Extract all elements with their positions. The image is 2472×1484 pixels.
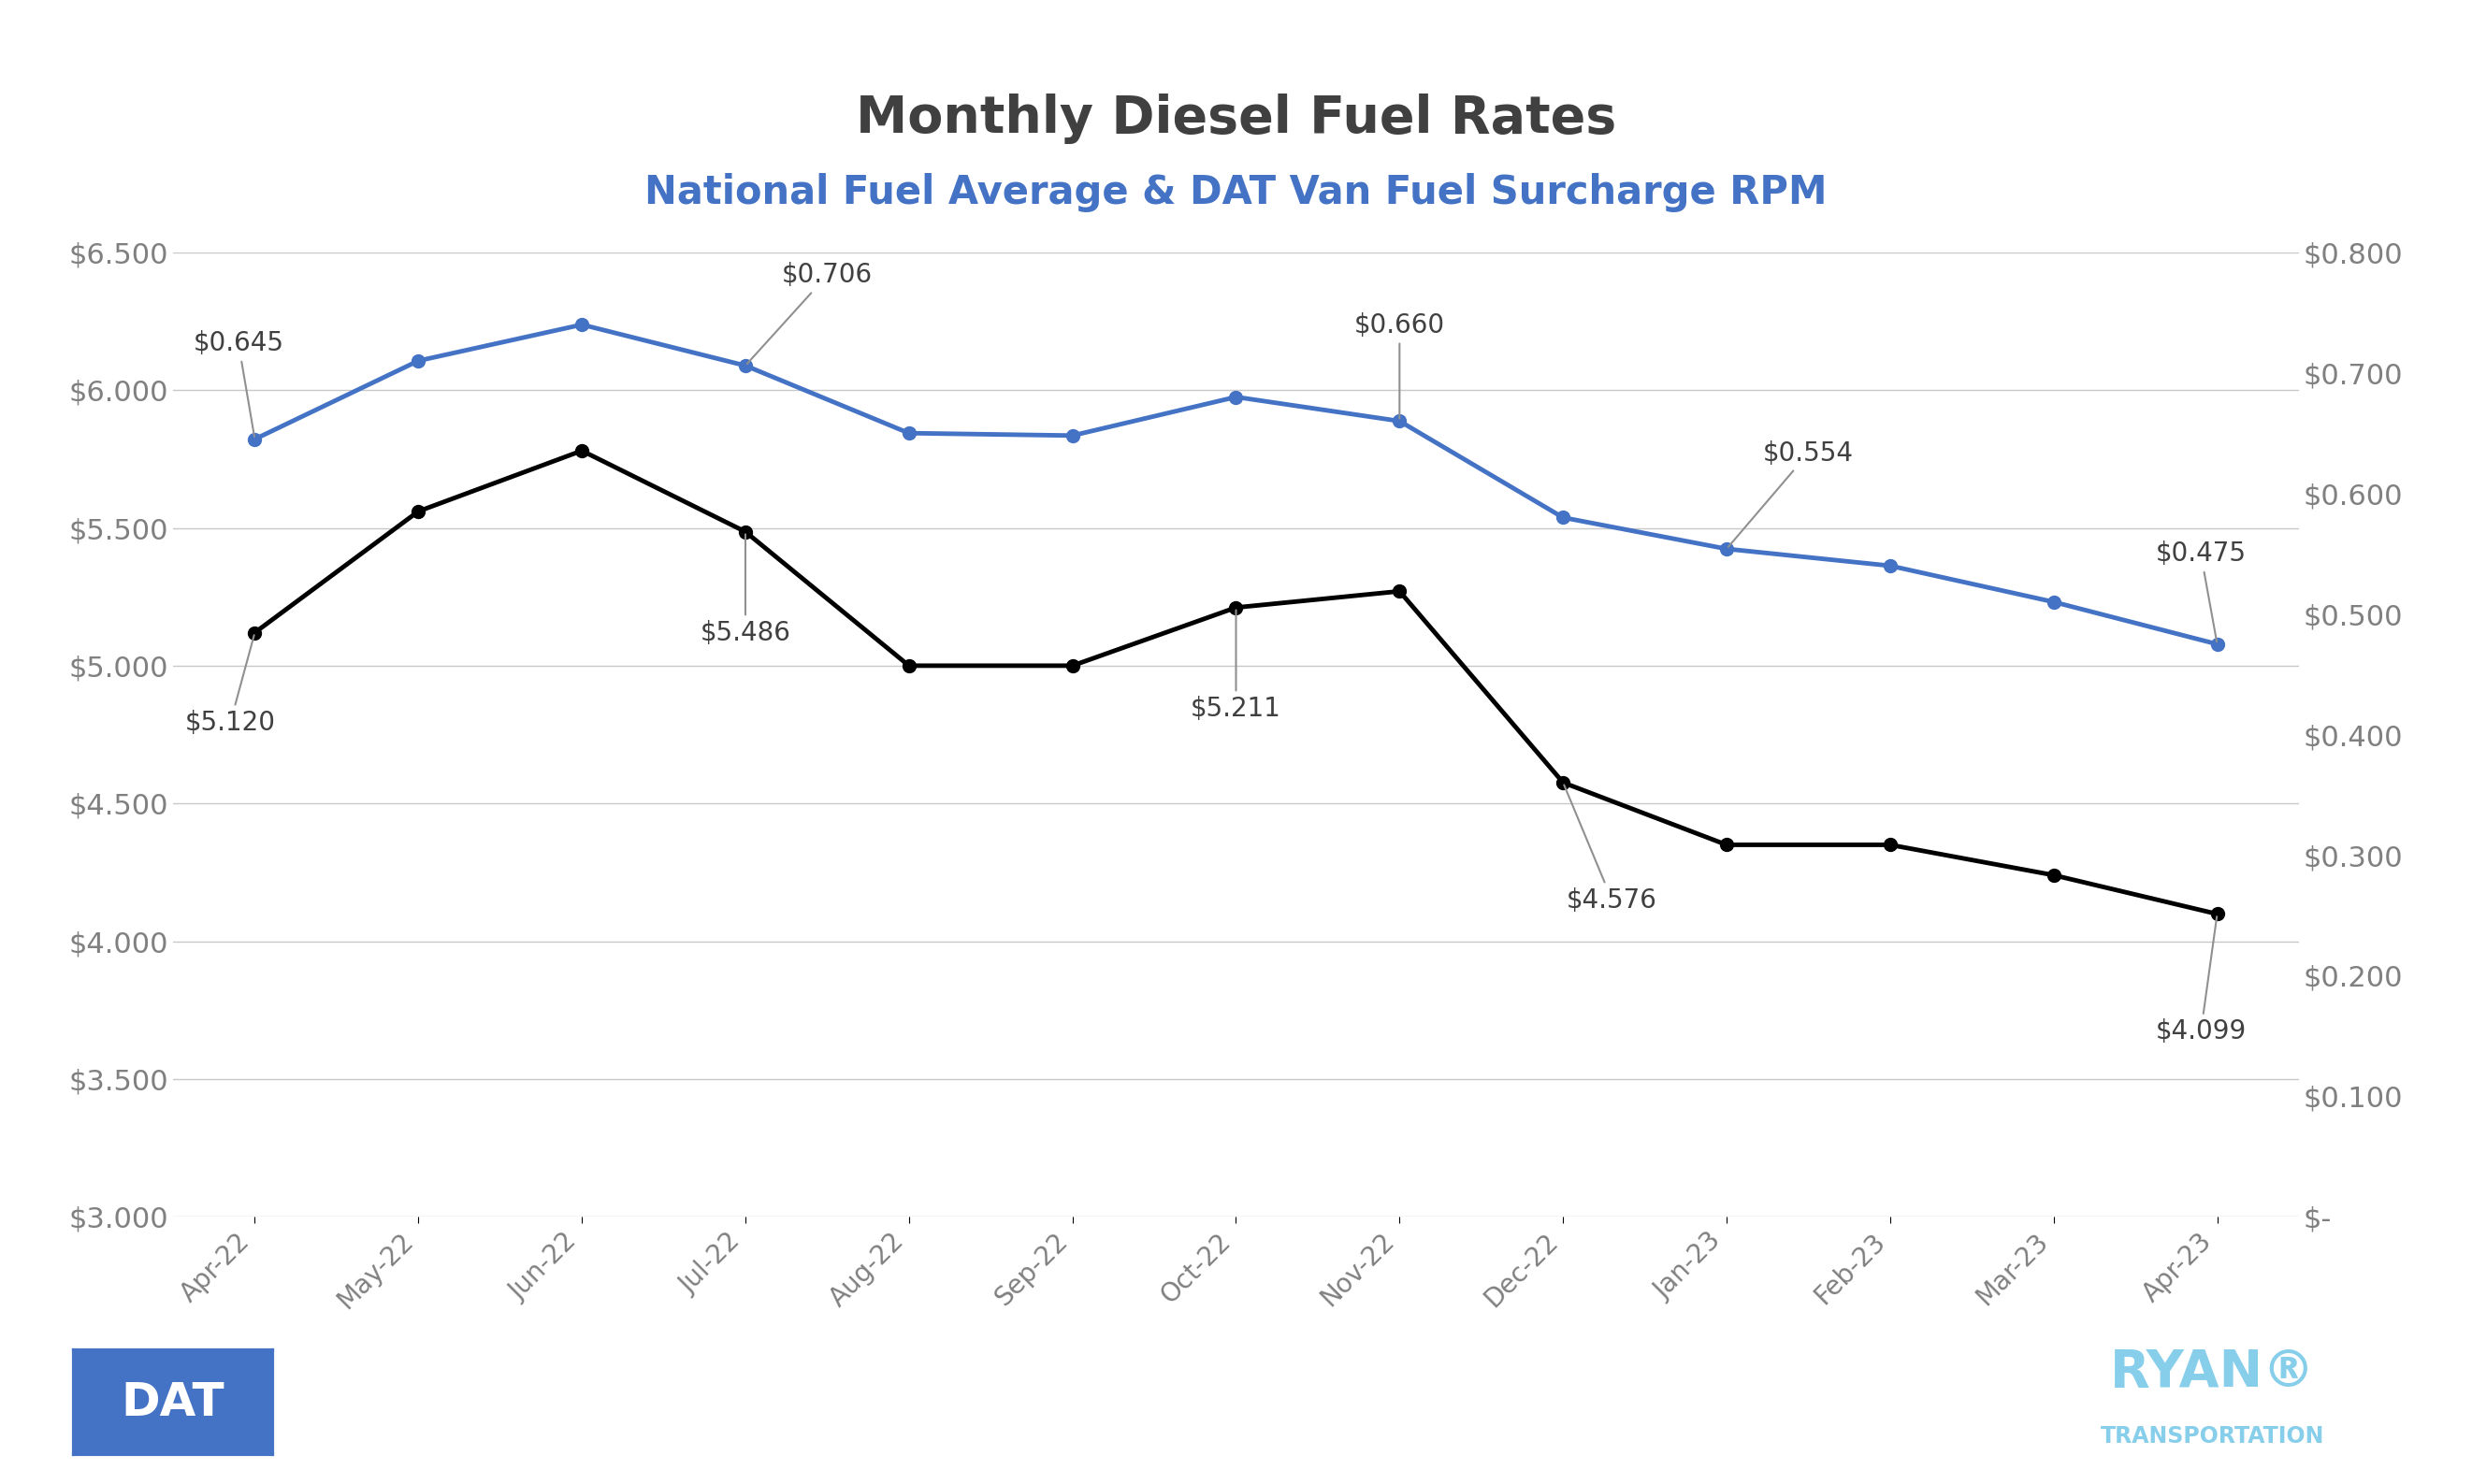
Avg DAT Van FSC: [1547, 509, 1577, 527]
Avg DAT Van FSC: [403, 352, 433, 370]
Line: Avg DAT Van FSC: Avg DAT Van FSC: [247, 318, 2225, 650]
Text: $5.120: $5.120: [185, 635, 277, 736]
Text: $0.645: $0.645: [193, 331, 284, 436]
Avg Fuel Price: [1384, 582, 1414, 600]
Text: National Fuel Average & DAT Van Fuel Surcharge RPM: National Fuel Average & DAT Van Fuel Sur…: [645, 174, 1827, 212]
Text: DAT: DAT: [121, 1380, 225, 1425]
Text: $0.660: $0.660: [1355, 312, 1446, 418]
Avg Fuel Price: [1547, 773, 1577, 791]
Avg Fuel Price: [1058, 657, 1088, 675]
Avg Fuel Price: [1711, 835, 1740, 853]
Text: TRANSPORTATION: TRANSPORTATION: [2101, 1425, 2324, 1448]
Line: Avg Fuel Price: Avg Fuel Price: [247, 444, 2225, 920]
Text: $4.099: $4.099: [2156, 917, 2247, 1045]
Avg DAT Van FSC: [566, 316, 596, 334]
Avg DAT Van FSC: [732, 356, 761, 374]
Avg Fuel Price: [732, 522, 761, 540]
Text: $0.475: $0.475: [2156, 540, 2247, 641]
Text: $5.486: $5.486: [700, 534, 791, 646]
Text: $0.706: $0.706: [747, 263, 873, 364]
Text: $4.576: $4.576: [1565, 785, 1656, 914]
Avg DAT Van FSC: [240, 430, 269, 448]
Text: RYAN®: RYAN®: [2109, 1347, 2316, 1398]
Avg Fuel Price: [2039, 867, 2069, 884]
Text: $5.211: $5.211: [1192, 610, 1280, 721]
Text: $0.554: $0.554: [1728, 441, 1854, 548]
Avg DAT Van FSC: [1221, 387, 1251, 405]
Avg Fuel Price: [895, 657, 925, 675]
Avg Fuel Price: [566, 442, 596, 460]
Avg DAT Van FSC: [1711, 540, 1740, 558]
Avg Fuel Price: [240, 623, 269, 641]
Avg Fuel Price: [1876, 835, 1906, 853]
Avg DAT Van FSC: [895, 424, 925, 442]
Avg DAT Van FSC: [2039, 594, 2069, 611]
Avg DAT Van FSC: [2203, 635, 2232, 653]
Avg DAT Van FSC: [1058, 427, 1088, 445]
Avg DAT Van FSC: [1876, 556, 1906, 574]
Avg DAT Van FSC: [1384, 413, 1414, 430]
Avg Fuel Price: [2203, 905, 2232, 923]
Avg Fuel Price: [1221, 598, 1251, 616]
Text: Monthly Diesel Fuel Rates: Monthly Diesel Fuel Rates: [855, 93, 1617, 144]
Avg Fuel Price: [403, 503, 433, 521]
